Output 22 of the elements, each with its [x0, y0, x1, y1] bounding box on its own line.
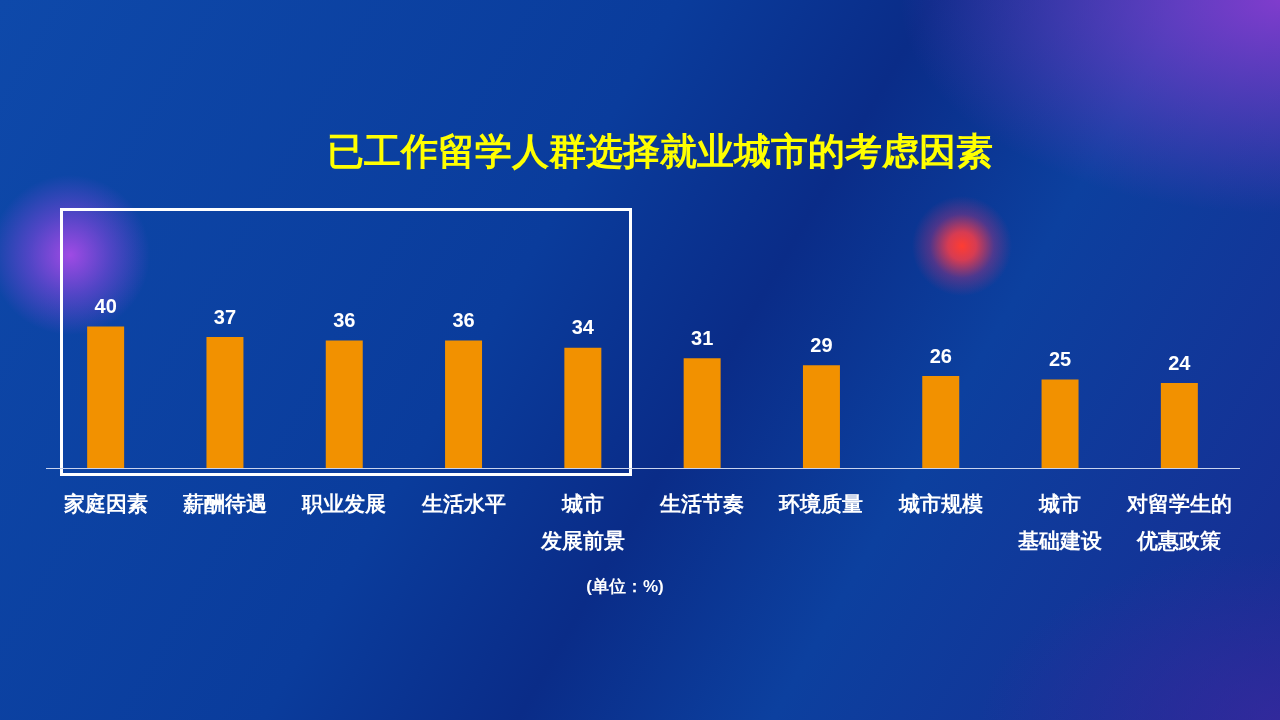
data-label: 34 [571, 316, 595, 339]
text: (单位：%) [585, 576, 665, 598]
x-tick-label: 家庭因素 [62, 492, 148, 516]
data-label: 25 [1048, 348, 1072, 371]
data-label: 29 [810, 333, 833, 356]
x-tick-label: 城市发展前景 [539, 492, 625, 553]
x-tick-label: 职业发展 [301, 492, 387, 516]
chart-title: 已工作留学人群选择就业城市的考虑因素 [326, 130, 994, 174]
data-label: 36 [452, 309, 475, 332]
x-tick-label: 城市基础建设 [1017, 492, 1104, 553]
data-label: 40 [94, 294, 117, 317]
x-tick-label: 环境质量 [778, 492, 864, 516]
data-label: 36 [333, 309, 356, 332]
x-tick-label: 薪酬待遇 [181, 492, 267, 516]
x-tick-label: 生活水平 [420, 492, 506, 516]
x-tick-label: 城市规模 [897, 492, 983, 516]
data-label: 31 [691, 326, 714, 349]
x-tick-label: 对留学生的优惠政策 [1125, 492, 1232, 553]
data-label: 24 [1168, 351, 1192, 374]
data-label: 26 [929, 344, 952, 367]
data-label: 37 [213, 305, 237, 328]
x-tick-label: 生活节奏 [659, 492, 745, 516]
